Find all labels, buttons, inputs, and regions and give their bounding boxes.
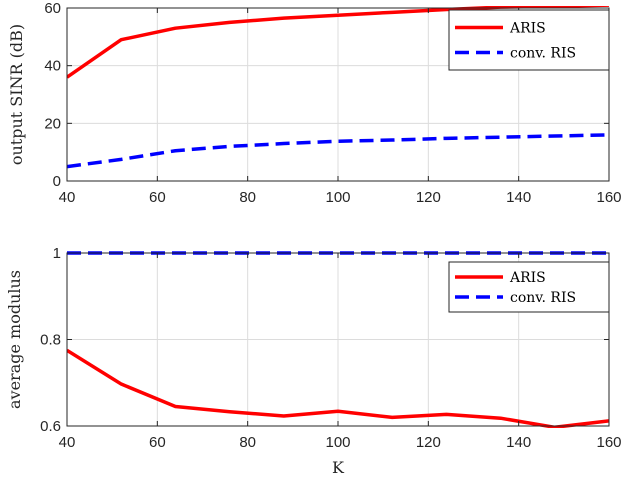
y-tick-label: 1 — [53, 245, 61, 262]
legend-label: ARIS — [509, 21, 546, 37]
sinr-panel: 40 60 80 100 120 140 160 0 20 40 60 output SINR (dB… — [7, 0, 622, 206]
y-tick-label: 20 — [44, 115, 61, 132]
y-tick-label: 40 — [44, 58, 61, 75]
series-group — [67, 6, 609, 169]
x-tick-label: 40 — [59, 434, 76, 451]
x-tick-label: 80 — [239, 189, 256, 206]
legend-label: conv. RIS — [510, 46, 576, 62]
series-line-aris — [67, 6, 609, 79]
x-tick-label: 40 — [59, 189, 76, 206]
y-tick-label: 0.8 — [40, 332, 61, 349]
y-tick-label: 0.6 — [40, 418, 61, 435]
x-tick-label: 140 — [506, 189, 531, 206]
y-tick-label: 0 — [53, 173, 61, 190]
y-tick-label: 60 — [44, 0, 61, 17]
y-axis-label: average modulus — [5, 270, 24, 409]
x-tick-label: 120 — [416, 189, 441, 206]
legend-label: ARIS — [509, 270, 546, 286]
y-axis-label: output SINR (dB) — [7, 24, 26, 165]
modulus-panel: 40 60 80 100 120 140 160 0.6 0.8 1 average modulus… — [5, 245, 622, 477]
x-tick-label: 160 — [596, 434, 621, 451]
x-tick-label: 140 — [506, 434, 531, 451]
legend-box — [448, 9, 610, 71]
x-tick-label: 160 — [596, 189, 621, 206]
x-tick-label: 60 — [149, 434, 166, 451]
x-tick-label: 120 — [416, 434, 441, 451]
x-tick-label: 60 — [149, 189, 166, 206]
legend-label: conv. RIS — [510, 290, 576, 306]
x-axis-label: K — [332, 458, 345, 477]
legend-box — [448, 261, 610, 313]
series-line-conv-ris — [67, 133, 609, 169]
x-tick-label: 80 — [239, 434, 256, 451]
x-tick-label: 100 — [325, 189, 350, 206]
x-tick-label: 100 — [325, 434, 350, 451]
